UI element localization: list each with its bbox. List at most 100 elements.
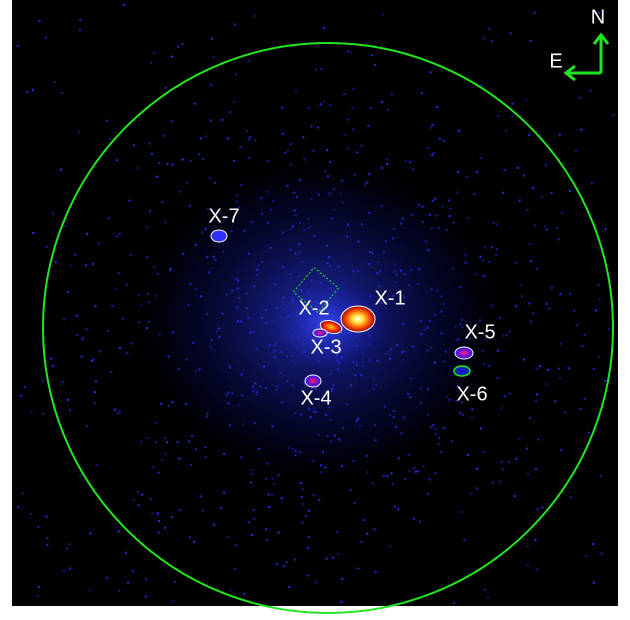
photon	[234, 567, 236, 570]
photon	[367, 124, 370, 127]
photon	[122, 317, 124, 320]
photon	[592, 543, 595, 546]
photon	[66, 291, 69, 293]
photon	[528, 133, 531, 136]
photon	[353, 502, 356, 505]
photon	[247, 138, 250, 141]
photon	[136, 490, 139, 493]
photon	[233, 159, 236, 162]
photon	[483, 37, 486, 40]
photon	[386, 158, 388, 161]
photon	[68, 543, 71, 546]
photon	[119, 347, 121, 350]
photon	[341, 577, 344, 580]
compass-east: E	[549, 50, 562, 72]
photon	[107, 217, 110, 220]
photon	[568, 367, 570, 370]
photon	[475, 468, 478, 470]
photon	[319, 103, 322, 106]
photon	[534, 538, 537, 541]
photon	[227, 535, 230, 538]
photon	[491, 481, 494, 484]
photon	[501, 468, 504, 471]
photon	[545, 303, 548, 305]
photon	[107, 330, 109, 332]
photon	[564, 411, 567, 414]
photon	[347, 147, 350, 150]
photon	[575, 324, 578, 327]
photon	[46, 543, 49, 546]
photon	[426, 493, 429, 496]
photon	[140, 440, 143, 443]
photon	[482, 451, 485, 454]
photon	[234, 544, 237, 547]
photon	[301, 521, 304, 524]
photon	[170, 516, 173, 519]
photon	[503, 395, 506, 398]
photon	[132, 144, 135, 147]
photon	[89, 532, 92, 535]
photon	[69, 264, 72, 267]
source-x5	[454, 346, 474, 360]
photon	[524, 98, 527, 101]
photon	[598, 247, 601, 250]
photon	[469, 492, 472, 495]
photon	[31, 88, 34, 91]
photon	[307, 106, 310, 109]
source-x7	[210, 229, 228, 243]
photon	[178, 457, 181, 460]
photon	[523, 358, 526, 361]
photon	[529, 39, 532, 42]
photon	[490, 40, 493, 43]
photon	[431, 154, 434, 157]
photon	[507, 461, 510, 464]
photon	[195, 448, 197, 451]
east-arrowhead	[563, 64, 576, 82]
photon	[145, 577, 148, 580]
photon	[405, 159, 407, 162]
photon	[420, 92, 423, 95]
photon	[116, 159, 118, 162]
photon	[304, 514, 307, 517]
photon	[473, 192, 476, 195]
photon	[266, 538, 269, 541]
photon	[536, 568, 539, 571]
photon	[166, 441, 169, 444]
photon	[557, 367, 560, 370]
photon	[233, 23, 236, 26]
photon	[535, 468, 537, 471]
photon	[94, 391, 96, 394]
photon	[189, 159, 192, 162]
photon	[430, 126, 432, 129]
source-label: X-3	[310, 336, 341, 358]
photon	[113, 408, 116, 411]
photon	[325, 557, 328, 560]
photon	[171, 599, 174, 602]
photon	[17, 506, 20, 509]
photon	[164, 86, 167, 89]
photon	[202, 158, 205, 161]
photon	[210, 83, 213, 86]
photon	[61, 380, 64, 383]
source-x3	[312, 328, 328, 338]
photon	[389, 545, 392, 548]
photon	[188, 535, 191, 538]
photon	[351, 107, 354, 110]
photon	[306, 574, 309, 577]
photon	[584, 555, 587, 558]
photon	[393, 505, 396, 508]
photon	[99, 350, 102, 353]
photon	[440, 450, 443, 453]
photon	[431, 123, 434, 126]
photon	[463, 538, 466, 541]
photon	[458, 129, 461, 132]
photon	[201, 509, 204, 512]
photon	[408, 161, 411, 164]
photon	[519, 284, 522, 287]
photon	[157, 520, 160, 522]
photon	[594, 309, 597, 312]
photon	[513, 495, 516, 498]
photon	[51, 259, 54, 262]
photon	[317, 126, 320, 129]
photon	[349, 489, 352, 491]
